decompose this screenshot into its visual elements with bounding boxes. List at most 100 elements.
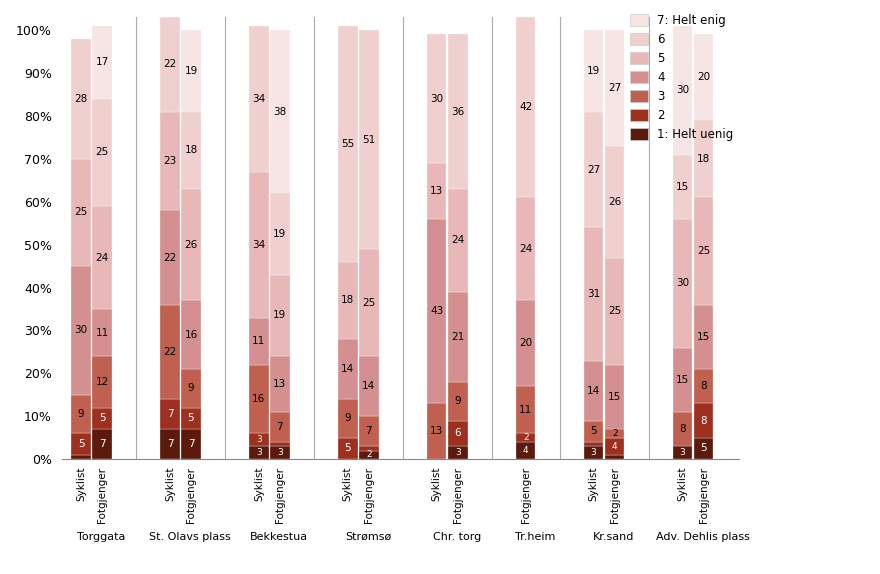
Text: Adv. Dehlis plass: Adv. Dehlis plass: [656, 532, 750, 542]
Text: Tr.heim: Tr.heim: [516, 532, 555, 542]
Bar: [427, 34, 446, 163]
Text: 27: 27: [587, 165, 600, 174]
Text: 21: 21: [451, 332, 465, 342]
Bar: [338, 339, 357, 399]
Text: 8: 8: [700, 416, 707, 425]
Text: 11: 11: [253, 336, 266, 346]
Bar: [249, 365, 268, 433]
Bar: [92, 309, 112, 356]
Bar: [160, 305, 180, 399]
Text: 30: 30: [676, 278, 689, 288]
Text: 19: 19: [184, 66, 198, 76]
Bar: [516, 433, 535, 442]
Text: 15: 15: [676, 182, 689, 192]
Bar: [160, 0, 180, 17]
Text: 5: 5: [187, 413, 194, 424]
Bar: [160, 210, 180, 305]
Text: 19: 19: [274, 311, 287, 320]
Bar: [249, 447, 268, 459]
Bar: [270, 412, 290, 442]
Text: 4: 4: [523, 446, 529, 455]
Bar: [270, 30, 290, 193]
Text: 2: 2: [612, 429, 618, 438]
Bar: [516, 386, 535, 433]
Text: 25: 25: [363, 297, 376, 308]
Text: Strømsø: Strømsø: [345, 532, 392, 542]
Text: 13: 13: [430, 426, 444, 436]
Bar: [338, 438, 357, 459]
Text: 31: 31: [587, 289, 600, 299]
Text: 51: 51: [363, 134, 376, 145]
Text: 20: 20: [697, 72, 710, 82]
Text: 18: 18: [184, 145, 198, 155]
Bar: [427, 404, 446, 459]
Bar: [359, 447, 378, 451]
Bar: [694, 438, 714, 459]
Bar: [181, 300, 201, 369]
Bar: [249, 172, 268, 317]
Text: 16: 16: [253, 394, 266, 404]
Bar: [92, 26, 112, 99]
Text: 2: 2: [366, 451, 371, 459]
Text: 20: 20: [519, 338, 532, 348]
Bar: [359, 451, 378, 459]
Text: 26: 26: [184, 240, 198, 250]
Text: 5: 5: [77, 439, 84, 449]
Text: Bekkestua: Bekkestua: [250, 532, 308, 542]
Text: 30: 30: [75, 325, 88, 335]
Legend: 7: Helt enig, 6, 5, 4, 3, 2, 1: Helt uenig: 7: Helt enig, 6, 5, 4, 3, 2, 1: Helt uen…: [630, 14, 733, 141]
Bar: [427, 163, 446, 219]
Text: 5: 5: [590, 426, 597, 436]
Text: 14: 14: [341, 364, 355, 374]
Text: 4: 4: [612, 442, 618, 451]
Bar: [448, 421, 467, 447]
Bar: [92, 408, 112, 429]
Bar: [673, 447, 693, 459]
Bar: [249, 26, 268, 172]
Text: 9: 9: [454, 396, 461, 406]
Bar: [516, 17, 535, 197]
Text: 3: 3: [256, 448, 261, 457]
Bar: [584, 111, 604, 227]
Text: Kr.sand: Kr.sand: [593, 532, 634, 542]
Bar: [448, 189, 467, 292]
Text: 2: 2: [523, 433, 529, 442]
Text: 23: 23: [164, 156, 177, 166]
Bar: [92, 429, 112, 459]
Bar: [338, 26, 357, 262]
Text: 7: 7: [166, 409, 173, 419]
Bar: [71, 433, 91, 455]
Bar: [605, 258, 625, 365]
Bar: [516, 442, 535, 459]
Bar: [71, 38, 91, 159]
Text: 13: 13: [430, 186, 444, 196]
Bar: [694, 369, 714, 404]
Text: 7: 7: [166, 439, 173, 449]
Bar: [92, 356, 112, 408]
Text: 7: 7: [187, 439, 194, 449]
Bar: [673, 348, 693, 412]
Text: 3: 3: [590, 448, 597, 457]
Text: 13: 13: [274, 379, 287, 389]
Bar: [605, 365, 625, 429]
Bar: [270, 193, 290, 275]
Bar: [160, 429, 180, 459]
Text: 34: 34: [253, 240, 266, 250]
Bar: [584, 360, 604, 421]
Text: 3: 3: [277, 448, 282, 457]
Text: 34: 34: [253, 94, 266, 104]
Text: Torggata: Torggata: [77, 532, 126, 542]
Bar: [181, 429, 201, 459]
Text: 55: 55: [341, 139, 355, 149]
Text: 19: 19: [587, 66, 600, 76]
Text: 3: 3: [679, 448, 686, 457]
Bar: [181, 189, 201, 300]
Bar: [694, 120, 714, 197]
Bar: [160, 399, 180, 429]
Text: 22: 22: [164, 60, 177, 69]
Text: 8: 8: [700, 381, 707, 391]
Bar: [270, 275, 290, 356]
Bar: [338, 399, 357, 438]
Text: 25: 25: [75, 207, 88, 218]
Bar: [359, 30, 378, 249]
